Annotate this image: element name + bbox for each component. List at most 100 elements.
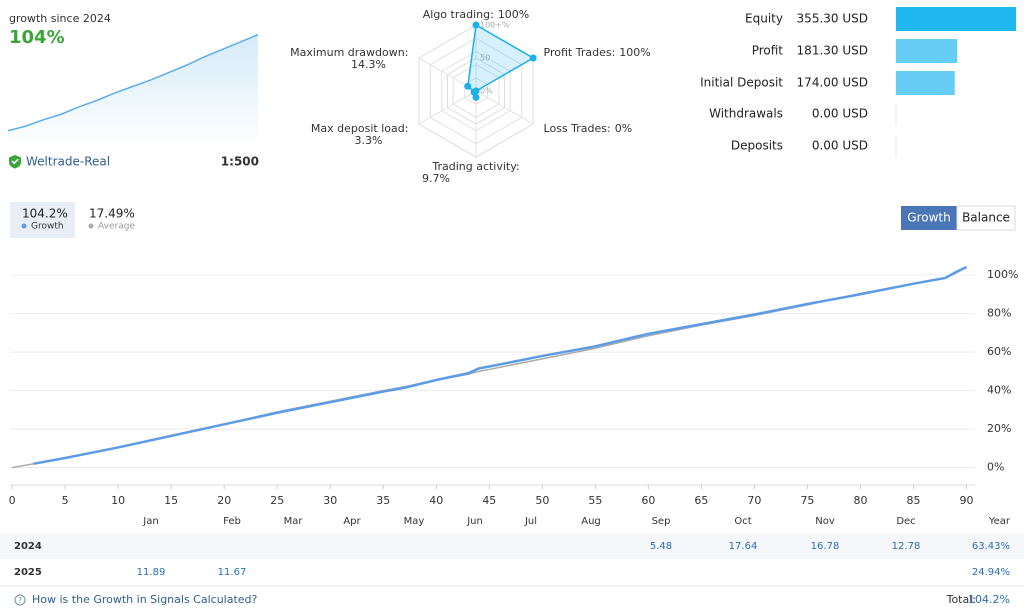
help-link[interactable]: How is the Growth in Signals Calculated?	[32, 593, 258, 606]
legend-label: Growth	[31, 222, 64, 232]
radar-category: Algo trading:	[423, 8, 494, 21]
x-tick-label: 60	[641, 494, 655, 507]
growth-value: 104%	[9, 27, 65, 48]
month-header: May	[404, 516, 425, 527]
summary-value: 0.00 USD	[812, 139, 868, 153]
radar-category: Maximum drawdown:	[290, 46, 408, 59]
x-tick-label: 85	[906, 494, 920, 507]
total-label: Total:	[946, 593, 976, 606]
balance-button[interactable]	[956, 205, 1016, 231]
summary-value: 355.30 USD	[797, 12, 868, 26]
x-tick-label: 10	[111, 494, 125, 507]
summary-label: Initial Deposit	[700, 76, 783, 90]
radar-value: 100%	[498, 8, 529, 21]
x-tick-label: 55	[588, 494, 602, 507]
radar-value: 0%	[615, 122, 632, 135]
radar-tick-label: 100+%	[480, 21, 510, 30]
radar-category: Trading activity:	[431, 160, 519, 173]
y-tick-label: 40%	[987, 384, 1011, 397]
legend-label: Average	[98, 222, 135, 232]
month-header: Aug	[581, 516, 601, 527]
x-tick-label: 65	[694, 494, 708, 507]
month-header: Mar	[284, 516, 304, 527]
legend-dot	[21, 223, 27, 229]
y-tick-label: 0%	[987, 461, 1004, 474]
x-tick-label: 50	[535, 494, 549, 507]
y-tick-label: 80%	[987, 307, 1011, 320]
summary-label: Profit	[752, 44, 784, 58]
x-tick-label: 70	[747, 494, 761, 507]
summary-label: Deposits	[731, 139, 783, 153]
radar-label: Profit Trades: 100%	[544, 46, 651, 59]
month-header: Feb	[223, 516, 241, 527]
tab-selected[interactable]	[10, 202, 75, 238]
growth-button[interactable]	[901, 206, 957, 230]
series-line	[33, 265, 968, 466]
summary-value: 0.00 USD	[812, 107, 868, 121]
button-label[interactable]: Growth	[907, 211, 950, 225]
year-label: 2024	[14, 541, 42, 552]
month-header: Jan	[142, 516, 158, 527]
bar	[896, 71, 955, 95]
month-header: Jun	[466, 516, 483, 527]
radar-category: Loss Trades:	[544, 122, 611, 135]
radar-axis	[418, 90, 477, 125]
month-header: Sep	[652, 516, 671, 527]
x-tick-label: 0	[9, 494, 16, 507]
summary-value: 181.30 USD	[797, 44, 868, 58]
radar-label: Algo trading: 100%	[423, 8, 530, 21]
x-tick-label: 25	[270, 494, 284, 507]
radar-label: Max deposit load:	[311, 122, 409, 135]
x-tick-label: 20	[217, 494, 231, 507]
growth-title: growth since 2024	[9, 12, 111, 25]
month-header: Year	[988, 516, 1011, 527]
tab-value[interactable]: 104.2%	[22, 207, 68, 221]
radar-category: Profit Trades:	[544, 46, 616, 59]
month-value: 5.48	[650, 541, 672, 552]
sparkline	[7, 33, 259, 132]
month-header: Nov	[815, 516, 835, 527]
x-tick-label: 5	[62, 494, 69, 507]
help-mark: ?	[18, 596, 22, 605]
total-value: 104.2%	[968, 593, 1010, 606]
x-tick-label: 80	[853, 494, 867, 507]
year-label: 2025	[14, 567, 42, 578]
x-tick-label: 75	[800, 494, 814, 507]
month-value: 11.89	[137, 567, 166, 578]
bar	[896, 39, 958, 63]
y-tick-label: 20%	[987, 422, 1011, 435]
radar-shape	[467, 23, 535, 98]
legend-dot	[88, 223, 94, 229]
sparkline-area	[8, 34, 258, 140]
x-tick-label: 45	[482, 494, 496, 507]
account-name[interactable]: Weltrade-Real	[26, 155, 110, 169]
month-value: 11.67	[218, 567, 247, 578]
month-header: Jul	[524, 516, 537, 527]
radar-value: 14.3%	[351, 58, 386, 71]
radar-value: 3.3%	[354, 134, 382, 147]
y-tick-label: 60%	[987, 345, 1011, 358]
radar-label: Trading activity:	[431, 160, 519, 173]
x-tick-label: 40	[429, 494, 443, 507]
radar-category: Max deposit load:	[311, 122, 409, 135]
month-header: Dec	[896, 516, 915, 527]
month-value: 24.94%	[972, 567, 1010, 578]
month-header: Apr	[343, 516, 361, 527]
radar-point	[464, 82, 472, 90]
radar-point	[470, 88, 478, 96]
radar-point	[472, 93, 480, 101]
summary-label: Equity	[745, 12, 783, 26]
row-bg	[0, 533, 1024, 559]
radar-axis	[475, 90, 534, 125]
x-tick-label: 35	[376, 494, 390, 507]
bar	[896, 7, 1016, 31]
radar-tick-label: 50	[480, 54, 490, 63]
x-tick-label: 30	[323, 494, 337, 507]
month-value: 12.78	[892, 541, 921, 552]
button-label[interactable]: Balance	[962, 211, 1010, 225]
tab-value[interactable]: 17.49%	[89, 207, 135, 221]
month-header: Oct	[734, 516, 751, 527]
x-tick-label: 15	[164, 494, 178, 507]
month-value: 63.43%	[972, 541, 1010, 552]
